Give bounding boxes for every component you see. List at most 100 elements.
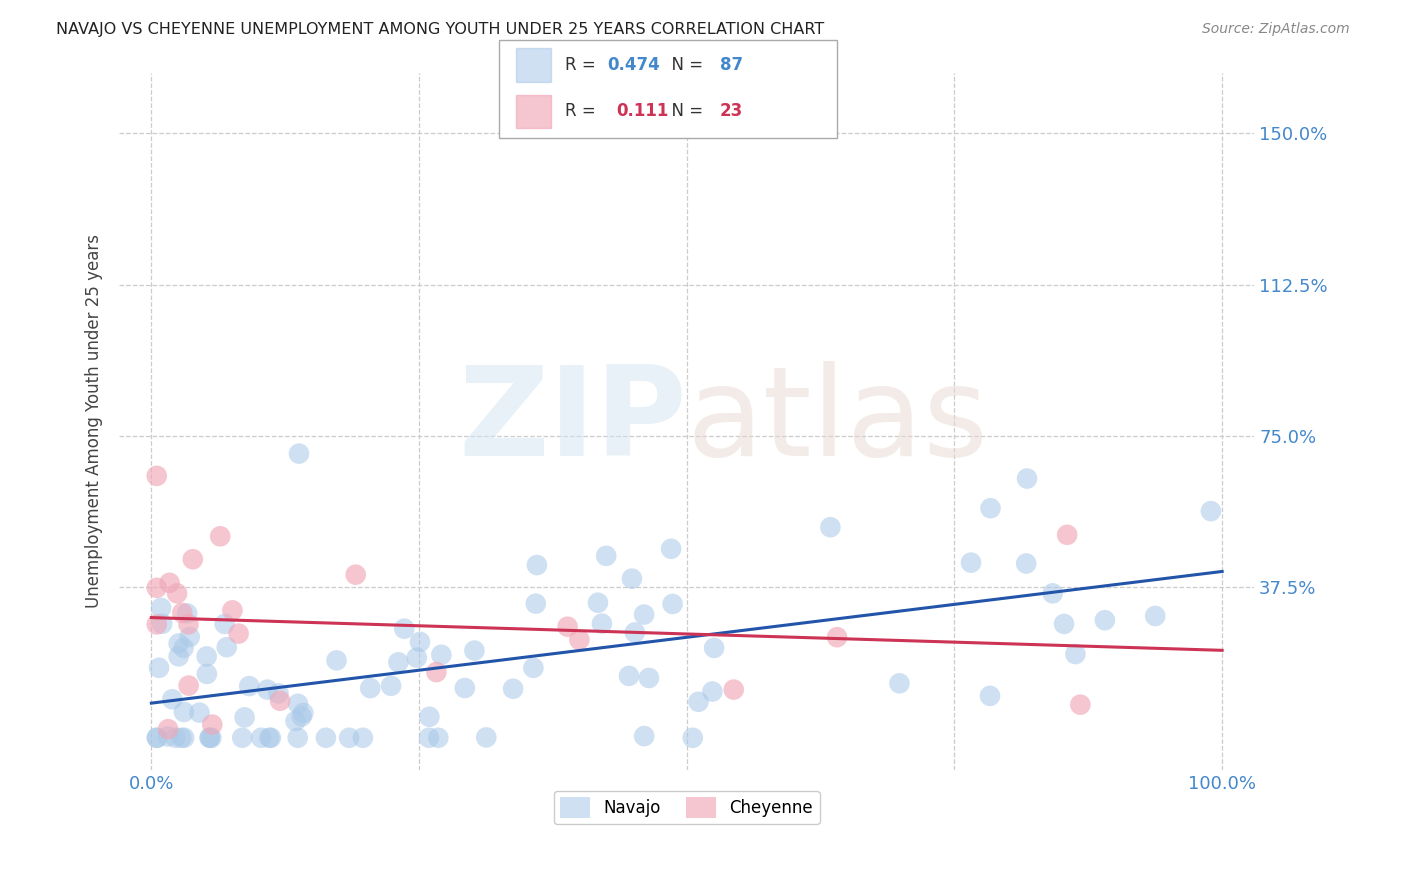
Text: NAVAJO VS CHEYENNE UNEMPLOYMENT AMONG YOUTH UNDER 25 YEARS CORRELATION CHART: NAVAJO VS CHEYENNE UNEMPLOYMENT AMONG YO… — [56, 22, 824, 37]
Point — [463, 643, 485, 657]
Point — [238, 679, 260, 693]
Point — [165, 731, 187, 745]
Point — [188, 706, 211, 720]
Point — [209, 529, 232, 543]
Point — [146, 731, 169, 745]
Text: N =: N = — [661, 103, 709, 120]
Point — [195, 667, 218, 681]
Point — [418, 710, 440, 724]
Point — [315, 731, 337, 745]
Point — [409, 635, 432, 649]
Point — [825, 630, 848, 644]
Point — [454, 681, 477, 695]
Point — [1015, 557, 1038, 571]
Point — [228, 626, 250, 640]
Point — [624, 625, 647, 640]
Point — [201, 717, 224, 731]
Point — [595, 549, 617, 563]
Point — [387, 655, 409, 669]
Point — [287, 697, 309, 711]
Point — [145, 617, 167, 632]
Point — [524, 597, 547, 611]
Point — [591, 616, 613, 631]
Point — [526, 558, 548, 572]
Point — [173, 705, 195, 719]
Point — [1144, 609, 1167, 624]
Point — [287, 731, 309, 745]
Point — [1042, 586, 1064, 600]
Point — [344, 567, 367, 582]
Point — [325, 653, 347, 667]
Point — [156, 730, 179, 744]
Point — [405, 650, 427, 665]
Point — [148, 661, 170, 675]
Point — [162, 692, 184, 706]
Point — [620, 572, 643, 586]
Point — [177, 617, 200, 632]
Point — [889, 676, 911, 690]
Point — [233, 710, 256, 724]
Point — [617, 669, 640, 683]
Point — [195, 649, 218, 664]
Point — [430, 648, 453, 662]
Point — [979, 689, 1001, 703]
Point — [337, 731, 360, 745]
Point — [1064, 647, 1087, 661]
Legend: Navajo, Cheyenne: Navajo, Cheyenne — [554, 790, 820, 824]
Point — [221, 603, 243, 617]
Point — [1199, 504, 1222, 518]
Point — [198, 731, 221, 745]
Point — [586, 596, 609, 610]
Y-axis label: Unemployment Among Youth under 25 years: Unemployment Among Youth under 25 years — [86, 235, 103, 608]
Point — [176, 607, 198, 621]
Point — [214, 617, 236, 632]
Point — [394, 622, 416, 636]
Text: 23: 23 — [720, 103, 744, 120]
Point — [1015, 471, 1038, 485]
Point — [723, 682, 745, 697]
Point — [145, 581, 167, 595]
Point — [979, 501, 1001, 516]
Point — [425, 665, 447, 679]
Point — [1053, 616, 1076, 631]
Point — [150, 601, 173, 615]
Point — [359, 681, 381, 695]
Point — [427, 731, 450, 745]
Point — [231, 731, 253, 745]
Point — [688, 695, 710, 709]
Point — [259, 731, 281, 745]
Point — [157, 722, 180, 736]
Text: 0.111: 0.111 — [616, 103, 668, 120]
Point — [502, 681, 524, 696]
Point — [250, 731, 273, 745]
Text: 87: 87 — [720, 56, 742, 74]
Point — [960, 556, 983, 570]
Text: N =: N = — [661, 56, 709, 74]
Point — [475, 731, 498, 745]
Point — [1056, 528, 1078, 542]
Point — [633, 729, 655, 743]
Text: R =: R = — [565, 56, 602, 74]
Point — [352, 731, 374, 745]
Point — [284, 714, 307, 728]
Point — [172, 606, 194, 620]
Point — [288, 447, 311, 461]
Text: R =: R = — [565, 103, 606, 120]
Point — [145, 468, 167, 483]
Point — [633, 607, 655, 622]
Point — [682, 731, 704, 745]
Point — [166, 586, 188, 600]
Point — [1094, 613, 1116, 627]
Point — [557, 620, 579, 634]
Point — [260, 731, 283, 745]
Point — [380, 679, 402, 693]
Point — [1069, 698, 1091, 712]
Point — [173, 640, 195, 655]
Point — [256, 682, 278, 697]
Point — [661, 597, 683, 611]
Point — [198, 731, 221, 745]
Point — [269, 694, 291, 708]
Point — [179, 630, 201, 644]
Point — [159, 575, 181, 590]
Point — [418, 731, 440, 745]
